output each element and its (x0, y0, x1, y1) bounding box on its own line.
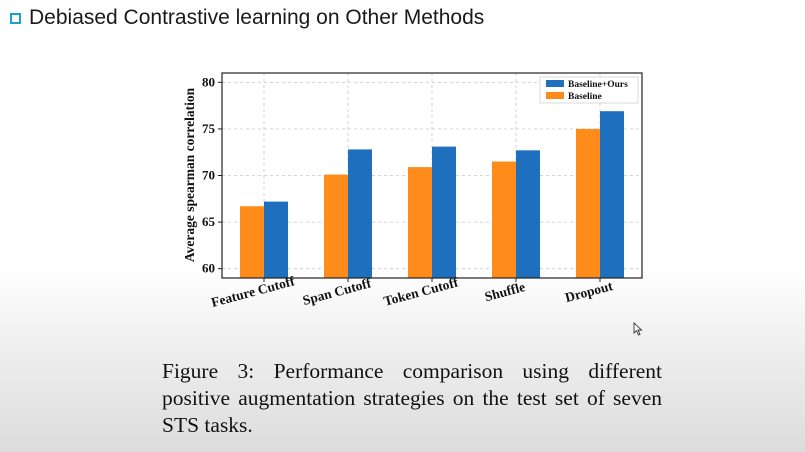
x-tick-label: Feature Cutoff (210, 273, 297, 310)
legend-swatch-baseline (546, 92, 564, 99)
legend-label-ours: Baseline+Ours (568, 80, 628, 90)
square-bullet-icon (10, 12, 21, 24)
bar-baseline-ours (432, 146, 456, 278)
legend: Baseline+Ours Baseline (539, 76, 639, 104)
y-tick-label: 60 (202, 261, 215, 276)
bar-baseline (576, 128, 600, 278)
bars (240, 111, 624, 278)
bar-baseline-ours (264, 201, 288, 278)
mouse-cursor-icon (633, 322, 643, 336)
x-tick-label: Dropout (563, 278, 614, 305)
y-tick-label: 80 (202, 74, 215, 89)
y-tick-label: 75 (202, 121, 216, 136)
bar-baseline-ours (600, 111, 624, 278)
slide-title-text: Debiased Contrastive learning on Other M… (29, 6, 485, 29)
bar-baseline-ours (516, 150, 540, 278)
x-tick-label: Token Cutoff (382, 274, 460, 308)
bar-chart: 60 65 70 75 80 Feature Cutoff Span Cutoff Toke… (182, 72, 643, 310)
bar-baseline (240, 206, 264, 278)
y-axis-label: Average spearman correlation (182, 87, 197, 262)
y-tick-label: 65 (202, 214, 216, 229)
x-tick-label: Span Cutoff (301, 275, 373, 308)
y-tick-label: 70 (202, 168, 215, 183)
figure-caption: Figure 3: Performance comparison using d… (162, 359, 662, 437)
legend-swatch-ours (546, 80, 564, 87)
legend-label-baseline: Baseline (568, 92, 602, 102)
x-axis-ticks: Feature Cutoff Span Cutoff Token Cutoff Shu… (210, 273, 615, 310)
bar-baseline-ours (348, 149, 372, 278)
bar-baseline (492, 161, 516, 278)
slide-title: Debiased Contrastive learning on Other M… (10, 6, 484, 30)
y-axis-ticks: 60 65 70 75 80 (202, 74, 222, 276)
x-tick-label: Shuffle (483, 279, 527, 304)
bar-baseline (408, 167, 432, 278)
bar-baseline (324, 174, 348, 278)
